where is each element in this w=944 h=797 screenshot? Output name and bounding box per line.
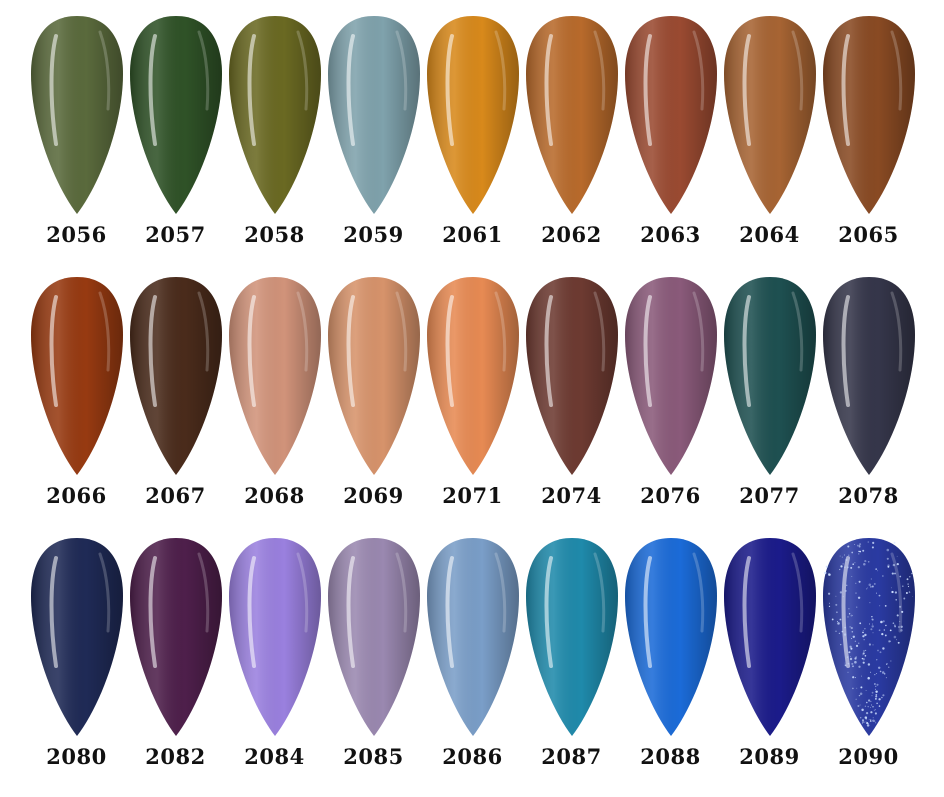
color-swatch: 2066 — [27, 275, 126, 536]
color-swatch: 2086 — [423, 536, 522, 797]
nail-swatch-image — [30, 538, 123, 736]
nail-swatch-image — [426, 277, 519, 475]
nail-swatch-image — [327, 538, 420, 736]
nail-swatch-image — [129, 277, 222, 475]
color-code-label: 2057 — [145, 222, 206, 247]
color-code-label: 2086 — [442, 744, 503, 769]
nail-swatch-image — [327, 277, 420, 475]
color-swatch: 2085 — [324, 536, 423, 797]
color-code-label: 2058 — [244, 222, 305, 247]
color-code-label: 2063 — [640, 222, 701, 247]
nail-swatch-image — [723, 277, 816, 475]
color-code-label: 2059 — [343, 222, 404, 247]
color-swatch: 2062 — [522, 14, 621, 275]
color-swatch: 2057 — [126, 14, 225, 275]
color-swatch: 2074 — [522, 275, 621, 536]
color-code-label: 2061 — [442, 222, 503, 247]
color-swatch: 2064 — [720, 14, 819, 275]
nail-swatch-image — [624, 16, 717, 214]
color-code-label: 2062 — [541, 222, 602, 247]
color-code-label: 2056 — [46, 222, 107, 247]
nail-swatch-image — [327, 16, 420, 214]
color-code-label: 2085 — [343, 744, 404, 769]
color-swatch: 2071 — [423, 275, 522, 536]
color-code-label: 2090 — [838, 744, 899, 769]
nail-swatch-image — [30, 16, 123, 214]
nail-swatch-image — [228, 16, 321, 214]
color-code-label: 2088 — [640, 744, 701, 769]
nail-swatch-image — [525, 16, 618, 214]
nail-swatch-image — [129, 16, 222, 214]
nail-swatch-image — [426, 538, 519, 736]
nail-swatch-image — [723, 538, 816, 736]
nail-swatch-image — [426, 16, 519, 214]
color-swatch: 2061 — [423, 14, 522, 275]
color-swatch: 2068 — [225, 275, 324, 536]
color-swatch: 2067 — [126, 275, 225, 536]
color-swatch: 2063 — [621, 14, 720, 275]
color-swatch: 2088 — [621, 536, 720, 797]
nail-swatch-image — [228, 277, 321, 475]
color-code-label: 2076 — [640, 483, 701, 508]
color-swatch: 2059 — [324, 14, 423, 275]
nail-swatch-image — [822, 538, 915, 736]
color-code-label: 2065 — [838, 222, 899, 247]
color-swatch: 2058 — [225, 14, 324, 275]
nail-swatch-image — [822, 277, 915, 475]
color-swatch: 2078 — [819, 275, 918, 536]
color-swatch: 2090 — [819, 536, 918, 797]
color-code-label: 2078 — [838, 483, 899, 508]
color-swatch: 2065 — [819, 14, 918, 275]
color-swatch: 2056 — [27, 14, 126, 275]
nail-swatch-image — [129, 538, 222, 736]
color-swatch: 2084 — [225, 536, 324, 797]
color-swatch: 2080 — [27, 536, 126, 797]
nail-swatch-image — [525, 538, 618, 736]
nail-swatch-image — [624, 538, 717, 736]
color-swatch: 2077 — [720, 275, 819, 536]
color-code-label: 2066 — [46, 483, 107, 508]
color-swatch: 2082 — [126, 536, 225, 797]
nail-swatch-image — [525, 277, 618, 475]
color-code-label: 2069 — [343, 483, 404, 508]
color-code-label: 2071 — [442, 483, 503, 508]
swatch-grid: 2056 2057 2058 2059 2061 2062 2063 2064 … — [27, 14, 918, 797]
color-code-label: 2084 — [244, 744, 305, 769]
color-code-label: 2067 — [145, 483, 206, 508]
color-swatch: 2069 — [324, 275, 423, 536]
color-code-label: 2068 — [244, 483, 305, 508]
color-swatch: 2087 — [522, 536, 621, 797]
color-code-label: 2074 — [541, 483, 602, 508]
color-code-label: 2089 — [739, 744, 800, 769]
color-swatch: 2089 — [720, 536, 819, 797]
nail-swatch-image — [624, 277, 717, 475]
color-code-label: 2082 — [145, 744, 206, 769]
nail-swatch-image — [723, 16, 816, 214]
color-code-label: 2080 — [46, 744, 107, 769]
color-swatch: 2076 — [621, 275, 720, 536]
color-code-label: 2087 — [541, 744, 602, 769]
nail-swatch-image — [822, 16, 915, 214]
nail-swatch-image — [30, 277, 123, 475]
color-code-label: 2077 — [739, 483, 800, 508]
nail-swatch-image — [228, 538, 321, 736]
color-code-label: 2064 — [739, 222, 800, 247]
